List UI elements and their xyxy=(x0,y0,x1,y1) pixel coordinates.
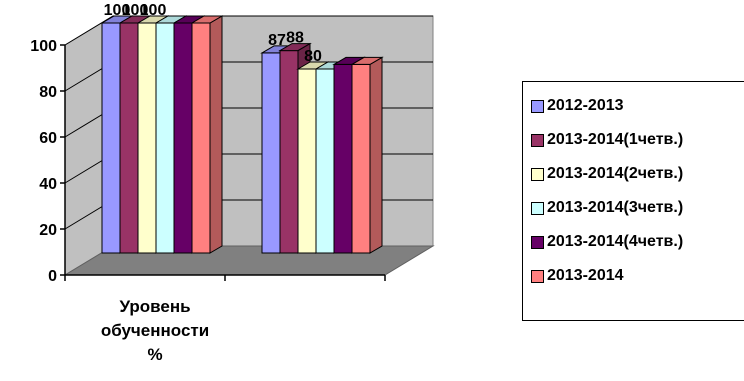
legend-label: 2013-2014(1четв.) xyxy=(547,131,684,148)
gridline xyxy=(64,15,433,46)
y-tick-label: 80 xyxy=(39,84,57,101)
data-label: 80 xyxy=(304,48,322,65)
legend-item: 2012-2013 xyxy=(531,96,624,116)
legend-item: 2013-2014(1четв.) xyxy=(531,130,683,150)
y-tick-label: 60 xyxy=(39,130,57,147)
legend: 2012-2013 2013-2014(1четв.) 2013-2014(2чет… xyxy=(522,81,744,321)
axes xyxy=(60,44,386,281)
data-label: 100 xyxy=(140,2,167,19)
legend-swatch xyxy=(531,235,544,249)
legend-swatch xyxy=(531,269,544,283)
data-label: 100 xyxy=(122,2,149,19)
bar xyxy=(350,56,384,254)
bar xyxy=(190,15,224,254)
legend-item: 2013-2014(2четв.) xyxy=(531,164,683,184)
legend-item: 2013-2014(3четв.) xyxy=(531,198,683,218)
y-tick-labels: 0 20 40 60 80 100 xyxy=(30,38,57,285)
legend-swatch xyxy=(531,167,544,181)
bars xyxy=(100,15,384,254)
legend-label: 2013-2014 xyxy=(547,267,624,284)
legend-label: 2013-2014(3четв.) xyxy=(547,199,684,216)
data-label: 88 xyxy=(286,30,304,47)
legend-label: 2012-2013 xyxy=(547,97,624,114)
data-label: 100 xyxy=(104,2,131,19)
y-tick-label: 20 xyxy=(39,222,57,239)
legend-label: 2013-2014(2четв.) xyxy=(547,165,684,182)
legend-item: 2013-2014 xyxy=(531,266,624,286)
legend-swatch xyxy=(531,201,544,215)
y-tick-label: 100 xyxy=(30,38,57,55)
y-tick-label: 0 xyxy=(48,268,57,285)
legend-swatch xyxy=(531,133,544,147)
data-label: 87 xyxy=(268,32,286,49)
legend-swatch xyxy=(531,99,544,113)
legend-label: 2013-2014(4четв.) xyxy=(547,233,684,250)
x-category-label: Уровень обученности% xyxy=(101,297,209,364)
y-tick-label: 40 xyxy=(39,176,57,193)
legend-item: 2013-2014(4четв.) xyxy=(531,232,683,252)
